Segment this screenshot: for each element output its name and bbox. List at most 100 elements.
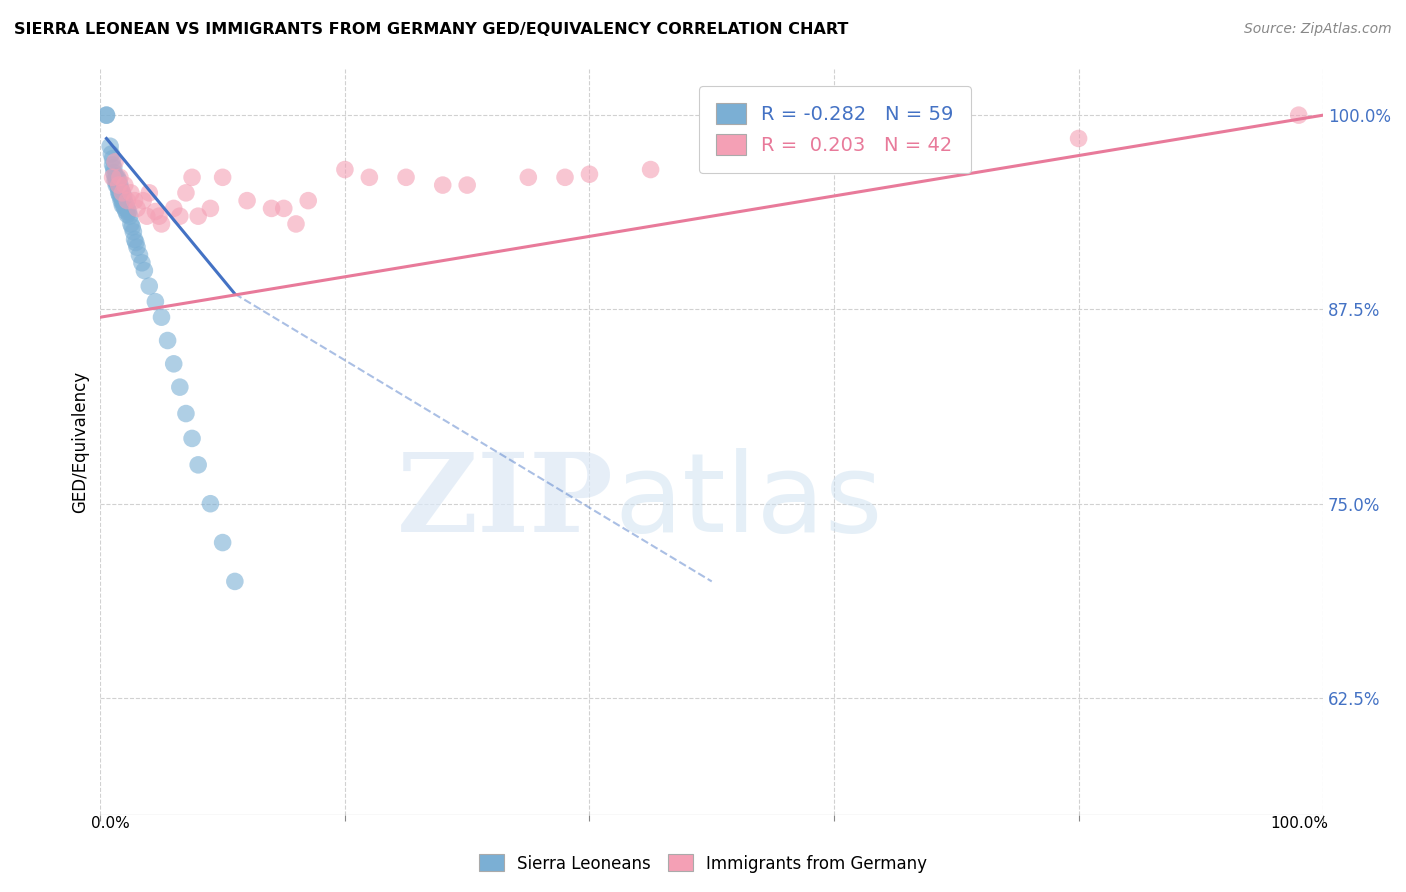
Point bbox=[125, 202, 148, 216]
Point bbox=[138, 279, 160, 293]
Point bbox=[107, 178, 129, 192]
Point bbox=[333, 162, 356, 177]
Point bbox=[111, 194, 134, 208]
Point bbox=[114, 195, 136, 210]
Point bbox=[260, 202, 283, 216]
Point bbox=[211, 535, 233, 549]
Point bbox=[122, 225, 145, 239]
Point bbox=[107, 178, 129, 192]
Point bbox=[117, 204, 139, 219]
Point bbox=[114, 202, 136, 216]
Point bbox=[148, 209, 170, 223]
Point bbox=[108, 178, 131, 192]
Point bbox=[104, 154, 127, 169]
Point bbox=[124, 194, 146, 208]
Point bbox=[640, 162, 662, 177]
Point bbox=[107, 173, 129, 187]
Point bbox=[131, 256, 153, 270]
Point bbox=[103, 166, 125, 180]
Text: SIERRA LEONEAN VS IMMIGRANTS FROM GERMANY GED/EQUIVALENCY CORRELATION CHART: SIERRA LEONEAN VS IMMIGRANTS FROM GERMAN… bbox=[14, 22, 848, 37]
Point bbox=[134, 263, 156, 277]
Point bbox=[145, 204, 167, 219]
Point bbox=[762, 154, 785, 169]
Point bbox=[96, 108, 118, 122]
Point bbox=[395, 170, 418, 185]
Point bbox=[107, 170, 129, 185]
Point bbox=[211, 170, 233, 185]
Text: atlas: atlas bbox=[614, 448, 883, 555]
Point bbox=[104, 169, 127, 183]
Point bbox=[105, 178, 128, 192]
Text: 100.0%: 100.0% bbox=[1271, 816, 1329, 831]
Point bbox=[108, 170, 131, 185]
Point bbox=[117, 194, 139, 208]
Point bbox=[112, 198, 135, 212]
Legend: Sierra Leoneans, Immigrants from Germany: Sierra Leoneans, Immigrants from Germany bbox=[472, 847, 934, 880]
Point bbox=[120, 217, 142, 231]
Point bbox=[224, 574, 246, 589]
Point bbox=[150, 217, 173, 231]
Point bbox=[554, 170, 576, 185]
Point bbox=[103, 161, 125, 175]
Legend: R = -0.282   N = 59, R =  0.203   N = 42: R = -0.282 N = 59, R = 0.203 N = 42 bbox=[699, 86, 972, 173]
Point bbox=[114, 178, 136, 192]
Point bbox=[107, 186, 129, 200]
Point bbox=[823, 152, 845, 166]
Point bbox=[98, 139, 121, 153]
Point bbox=[115, 204, 138, 219]
Point bbox=[135, 209, 157, 223]
Point bbox=[115, 198, 138, 212]
Point bbox=[110, 194, 132, 208]
Y-axis label: GED/Equivalency: GED/Equivalency bbox=[72, 370, 89, 513]
Point bbox=[200, 497, 222, 511]
Point bbox=[117, 208, 139, 222]
Point bbox=[101, 170, 124, 185]
Point bbox=[111, 186, 134, 200]
Point bbox=[100, 147, 122, 161]
Point bbox=[1288, 108, 1310, 122]
Point bbox=[138, 186, 160, 200]
Point bbox=[110, 183, 132, 197]
Point bbox=[174, 407, 197, 421]
Point bbox=[181, 170, 204, 185]
Point bbox=[128, 248, 150, 262]
Point bbox=[163, 357, 186, 371]
Point bbox=[105, 170, 128, 185]
Text: 0.0%: 0.0% bbox=[91, 816, 131, 831]
Point bbox=[187, 209, 209, 223]
Point bbox=[200, 202, 222, 216]
Point bbox=[150, 310, 173, 325]
Point bbox=[359, 170, 381, 185]
Point bbox=[297, 194, 319, 208]
Point bbox=[101, 152, 124, 166]
Point bbox=[145, 294, 167, 309]
Point bbox=[132, 194, 155, 208]
Point bbox=[111, 186, 134, 200]
Point bbox=[125, 235, 148, 250]
Point bbox=[101, 158, 124, 172]
Point bbox=[108, 189, 131, 203]
Point bbox=[578, 167, 600, 181]
Point bbox=[273, 202, 295, 216]
Point bbox=[107, 183, 129, 197]
Text: Source: ZipAtlas.com: Source: ZipAtlas.com bbox=[1244, 22, 1392, 37]
Point bbox=[111, 198, 134, 212]
Point bbox=[156, 334, 179, 348]
Point bbox=[432, 178, 454, 192]
Point bbox=[120, 186, 142, 200]
Point bbox=[285, 217, 308, 231]
Point bbox=[105, 173, 128, 187]
Text: ZIP: ZIP bbox=[396, 448, 614, 555]
Point bbox=[700, 158, 723, 172]
Point bbox=[169, 380, 191, 394]
Point bbox=[163, 202, 186, 216]
Point bbox=[108, 186, 131, 200]
Point bbox=[96, 108, 118, 122]
Point bbox=[104, 173, 127, 187]
Point bbox=[181, 432, 204, 446]
Point bbox=[187, 458, 209, 472]
Point bbox=[456, 178, 478, 192]
Point bbox=[517, 170, 540, 185]
Point bbox=[107, 178, 129, 192]
Point bbox=[121, 220, 143, 235]
